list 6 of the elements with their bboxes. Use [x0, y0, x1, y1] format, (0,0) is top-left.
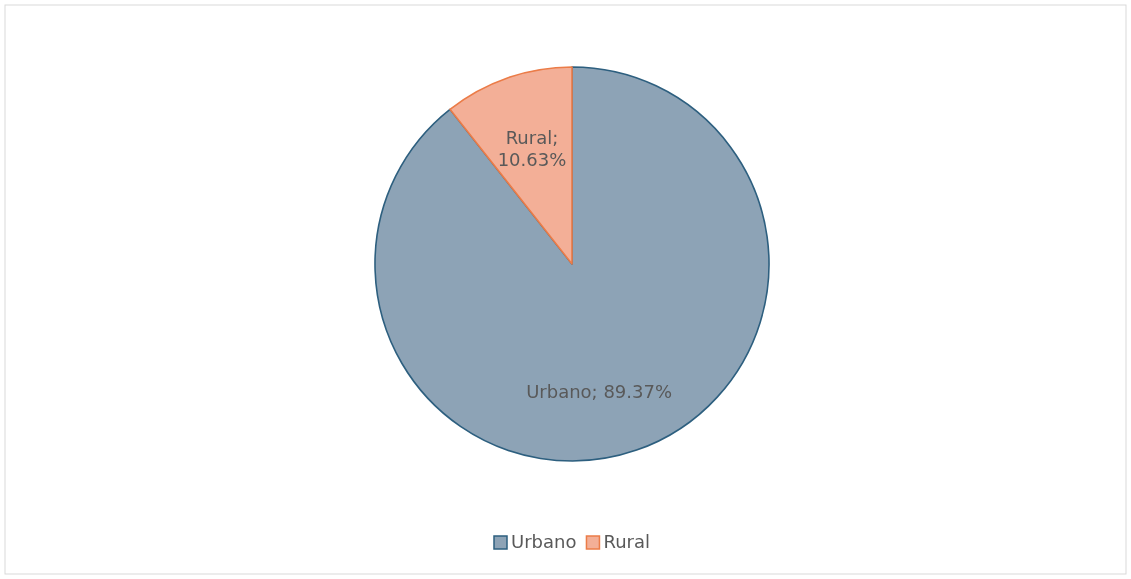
legend-label: Urbano: [511, 531, 577, 552]
pie-slice: [449, 66, 573, 265]
legend-label: Rural: [603, 531, 650, 552]
pie-slice: [374, 66, 770, 462]
data-label: Urbano; 89.37%: [526, 381, 673, 403]
data-label: Rural; 10.63%: [497, 126, 567, 170]
